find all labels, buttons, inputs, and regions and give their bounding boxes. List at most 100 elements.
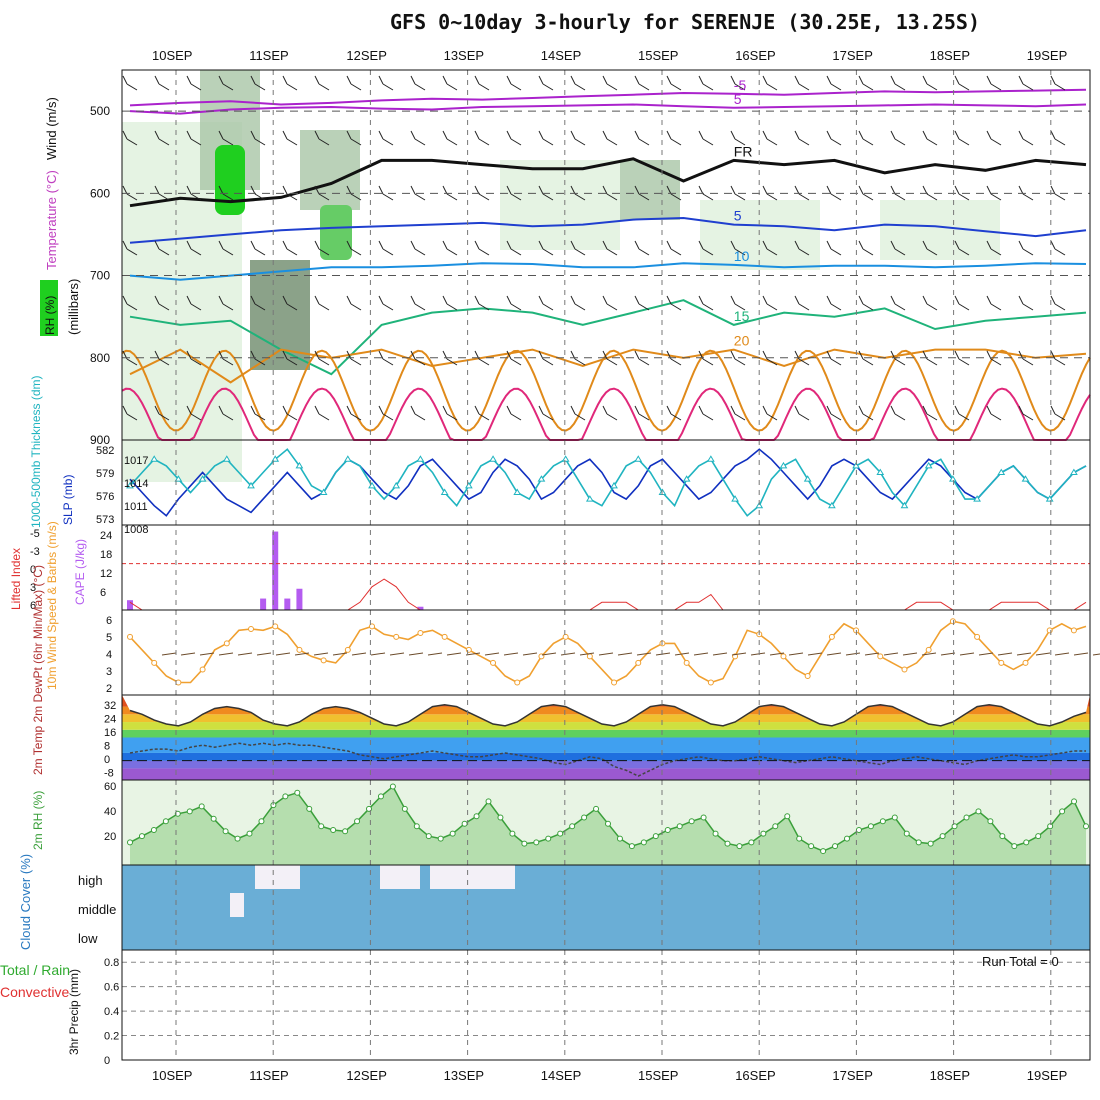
rh-shade (500, 160, 620, 250)
wind-barb (894, 358, 906, 366)
wind-barb (958, 138, 970, 146)
rh-marker (246, 830, 253, 837)
wind-barb (346, 75, 352, 85)
y-axis-title: (millibars) (66, 279, 81, 335)
wind-barb (250, 405, 256, 415)
wind-barb (414, 358, 426, 366)
y-axis-title: SLP (mb) (61, 475, 75, 525)
thickness-series-line-marker (900, 501, 909, 509)
wind-barb (921, 652, 937, 656)
cloud-gap (255, 865, 300, 889)
wind-barb (282, 240, 288, 250)
wind-barb (122, 75, 128, 85)
wind-barb (442, 405, 448, 415)
wind-speed-line-marker (804, 672, 811, 679)
wind-barb (890, 130, 896, 140)
rh-marker (605, 820, 611, 827)
cape-bar (296, 588, 303, 610)
wind-barb (922, 75, 928, 85)
wind-barb (666, 240, 672, 250)
wind-barb (346, 185, 352, 195)
wind-barb (218, 130, 224, 140)
rh-marker (772, 823, 779, 830)
wind-barb (474, 130, 480, 140)
wind-barb (442, 185, 448, 195)
wind-barb (318, 248, 330, 256)
thickness-series-line-marker (610, 481, 618, 489)
wind-barb (446, 413, 458, 421)
y-axis-title: 2m Temp 2m DewPt (6hr Min/Max) (°C) (31, 565, 45, 775)
wind-barb (510, 358, 522, 366)
rh-marker (832, 843, 839, 850)
thickness-series-line-marker (198, 475, 207, 482)
y-tick-label: -8 (104, 768, 114, 780)
thickness-series-line-marker (779, 461, 788, 469)
contour-label: -5 (734, 77, 747, 93)
wind-barb (638, 193, 650, 201)
wind-barb (730, 405, 736, 415)
rh-marker (162, 818, 169, 825)
rh-marker (318, 823, 325, 830)
wind-barb (670, 303, 682, 311)
date-label-bottom: 15SEP (638, 1068, 678, 1083)
wind-barb (606, 303, 618, 311)
wind-barb (222, 83, 234, 91)
wind-barb (286, 413, 298, 421)
wind-barb (958, 193, 970, 201)
contour-label: FR (734, 143, 753, 159)
rh-marker (616, 835, 623, 842)
wind-barb (766, 138, 778, 146)
wind-barb (510, 83, 522, 91)
wind-barb (122, 295, 128, 305)
wind-barb (474, 75, 480, 85)
rh-marker (676, 823, 683, 830)
wind-barb (222, 358, 234, 366)
thickness-series-line-marker (634, 455, 643, 462)
wind-barb (702, 83, 714, 91)
wind-barb (506, 75, 512, 85)
wind-barb (638, 358, 650, 366)
wind-barb (542, 358, 554, 366)
wind-barb (478, 83, 490, 91)
wind-barb (574, 303, 586, 311)
wind-barb (1022, 358, 1034, 366)
wind-barb (286, 358, 298, 366)
wind-barb (574, 193, 586, 201)
rh-marker (712, 830, 719, 837)
thickness-series-line-marker (755, 501, 764, 509)
thickness-series-line-marker (464, 481, 473, 489)
wind-barb (1050, 130, 1056, 140)
wind-speed-line-marker (1022, 659, 1029, 666)
wind-barb (954, 350, 960, 360)
wind-barb (126, 358, 138, 366)
wind-barb (858, 405, 864, 415)
y-axis-title: 10m Wind Speed & Barbs (m/s) (45, 521, 59, 690)
wind-barb (826, 652, 842, 656)
wind-barb (1054, 193, 1066, 201)
thickness-series-line-marker (973, 495, 981, 502)
dewpoint-line (129, 742, 1086, 777)
date-label-top: 10SEP (152, 48, 192, 63)
wind-barb (1022, 193, 1034, 201)
wind-barb (1022, 83, 1034, 91)
wind-barb (634, 295, 640, 305)
y-tick-label: 700 (90, 269, 110, 283)
wind-speed-line-marker (223, 640, 230, 647)
rh-marker (963, 814, 970, 821)
wind-barb (378, 295, 384, 305)
wind-barb (1022, 138, 1034, 146)
y-tick-label: 4 (106, 649, 112, 661)
wind-barb (541, 652, 557, 656)
wind-barb (693, 652, 709, 656)
wind-barb (570, 295, 576, 305)
wind-speed-line-marker (707, 679, 714, 686)
wind-barb (161, 652, 177, 656)
wind-barb (762, 405, 768, 415)
wind-barb (862, 248, 874, 256)
wind-barb (570, 130, 576, 140)
wind-barb (346, 405, 352, 415)
wind-barb (894, 193, 906, 201)
wind-barb (158, 193, 170, 201)
thickness-series-line-marker (731, 495, 739, 502)
wind-barb (862, 83, 874, 91)
